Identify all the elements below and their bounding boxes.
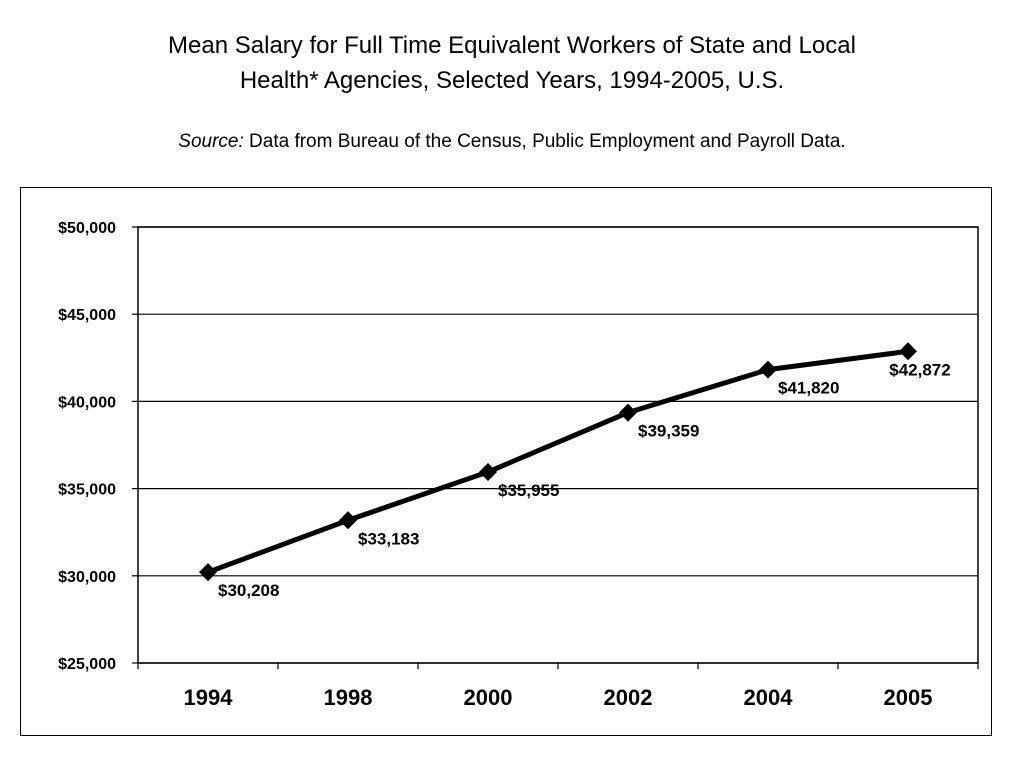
series-line <box>207 348 909 575</box>
x-tick-label: 2000 <box>464 685 513 710</box>
data-label: $39,359 <box>638 422 699 441</box>
x-tick-label: 1998 <box>324 685 373 710</box>
data-label: $35,955 <box>498 481 559 500</box>
y-tick-label: $35,000 <box>58 482 116 499</box>
y-tick-label: $40,000 <box>58 394 116 411</box>
x-tick-label: 2004 <box>744 685 794 710</box>
data-point-marker <box>759 360 777 379</box>
source-note: Source: Data from Bureau of the Census, … <box>0 129 1024 155</box>
chart-frame: $25,000 $30,000 $35,000 $40,000 $45,000 $50,0… <box>20 187 992 736</box>
y-tick-label: $25,000 <box>58 656 116 673</box>
data-label: $33,183 <box>358 529 419 548</box>
data-point-marker <box>619 403 637 422</box>
chart-title: Mean Salary for Full Time Equivalent Wor… <box>0 28 1024 98</box>
source-label: Source: <box>178 131 244 152</box>
x-tick-label: 2005 <box>884 685 933 710</box>
data-label: $42,872 <box>889 360 950 379</box>
chart-title-line-2: Health* Agencies, Selected Years, 1994-2… <box>239 67 785 94</box>
y-tick-label: $50,000 <box>58 220 116 237</box>
data-label: $41,820 <box>778 379 839 398</box>
data-label: $30,208 <box>218 581 279 600</box>
x-tick-label: 1994 <box>184 685 234 710</box>
y-tick-label: $30,000 <box>58 569 116 586</box>
data-point-marker <box>479 462 497 481</box>
line-chart: $25,000 $30,000 $35,000 $40,000 $45,000 $50,0… <box>58 220 979 710</box>
chart-title-line-1: Mean Salary for Full Time Equivalent Wor… <box>168 32 856 59</box>
data-point-marker <box>339 511 357 530</box>
source-text: Data from Bureau of the Census, Public E… <box>249 131 846 152</box>
data-point-marker <box>199 563 217 582</box>
x-tick-label: 2002 <box>604 685 653 710</box>
data-point-marker <box>899 342 917 361</box>
y-tick-label: $45,000 <box>58 307 116 324</box>
